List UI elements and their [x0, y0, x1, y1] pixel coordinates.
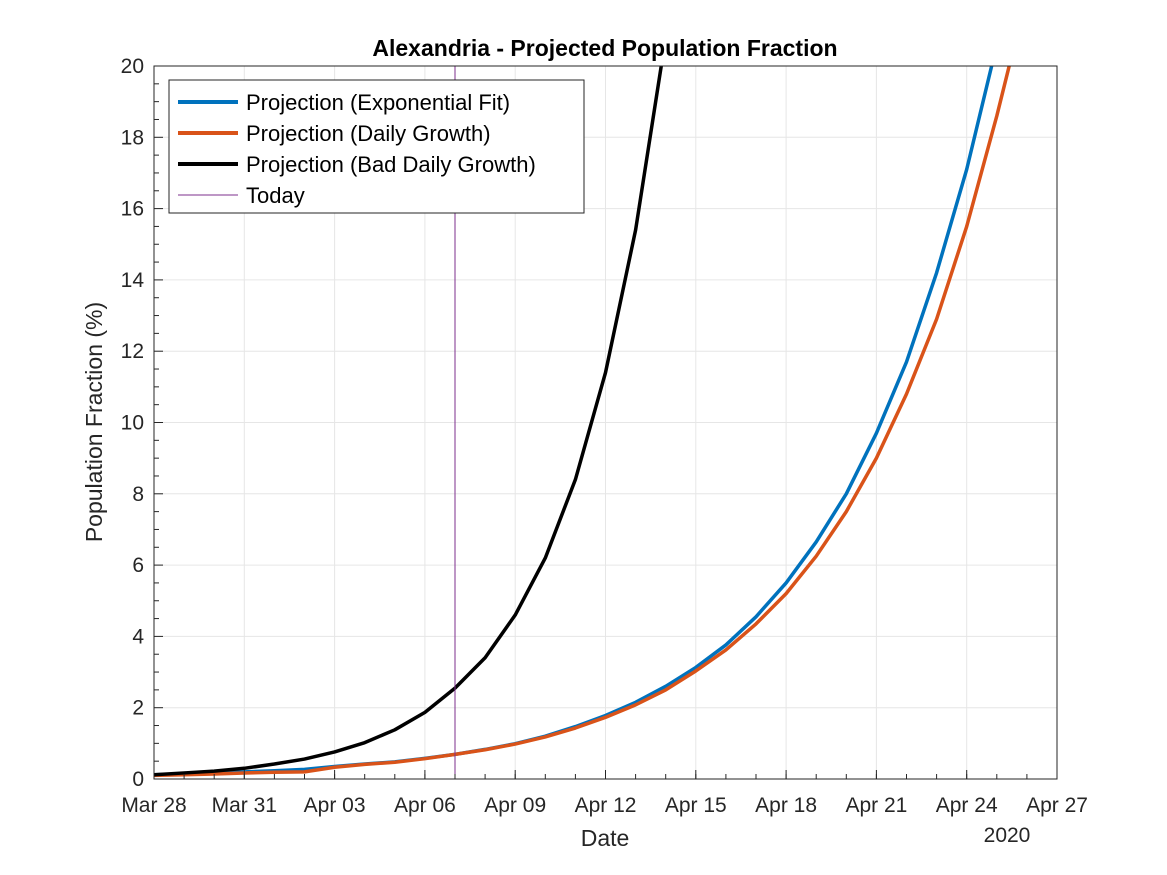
legend-box: [168, 79, 585, 214]
y-tick-label: 2: [132, 697, 144, 720]
legend: Projection (Exponential Fit) Projection …: [168, 79, 585, 214]
x-tick-label: Apr 03: [304, 794, 366, 817]
y-tick-label: 10: [121, 412, 144, 435]
x-tick-label: Apr 06: [394, 794, 456, 817]
y-tick-labels: 0 2 4 6 8 10 12 14 16 18 20: [121, 55, 145, 791]
x-tick-label: Apr 15: [665, 794, 727, 817]
series-bad-daily-growth: [154, 66, 664, 777]
x-tick-label: Mar 28: [121, 794, 186, 817]
x-tick-label: Mar 31: [212, 794, 277, 817]
legend-label-daily-growth: Projection (Daily Growth): [246, 121, 491, 146]
y-axis-label: Population Fraction (%): [81, 302, 107, 542]
x-axis-year-label: 2020: [984, 824, 1031, 847]
x-tick-label: Apr 24: [936, 794, 998, 817]
series-daily-growth: [154, 66, 1011, 778]
y-tick-label: 4: [132, 625, 144, 648]
x-tick-label: Apr 27: [1026, 794, 1088, 817]
tick-marks: [153, 65, 1058, 780]
x-tick-label: Apr 09: [484, 794, 546, 817]
x-tick-labels: Mar 28 Mar 31 Apr 03 Apr 06 Apr 09 Apr 12 Apr …: [121, 794, 1088, 817]
y-tick-label: 12: [121, 340, 144, 363]
y-tick-label: 18: [121, 126, 144, 149]
x-axis-label: Date: [581, 825, 630, 851]
x-tick-label: Apr 12: [575, 794, 637, 817]
series-lines: [154, 66, 1011, 779]
y-tick-label: 20: [121, 55, 144, 78]
y-tick-label: 0: [132, 768, 144, 791]
y-tick-label: 14: [121, 269, 145, 292]
legend-label-today: Today: [246, 183, 305, 208]
chart-title: Alexandria - Projected Population Fracti…: [372, 35, 837, 61]
legend-label-bad-daily-growth: Projection (Bad Daily Growth): [246, 152, 536, 177]
y-tick-label: 8: [132, 483, 144, 506]
x-tick-label: Apr 18: [755, 794, 817, 817]
x-tick-label: Apr 21: [845, 794, 907, 817]
legend-label-exponential-fit: Projection (Exponential Fit): [246, 90, 510, 115]
y-tick-label: 16: [121, 198, 144, 221]
y-tick-label: 6: [132, 554, 144, 577]
